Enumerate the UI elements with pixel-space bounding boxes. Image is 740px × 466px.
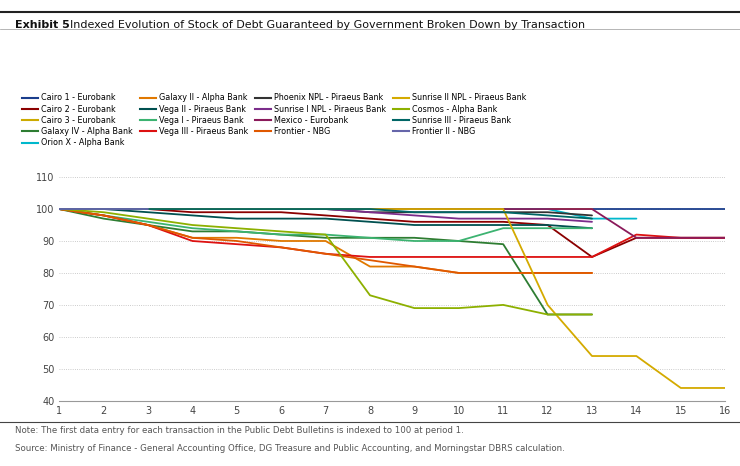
Legend: Cairo 1 - Eurobank, Cairo 2 - Eurobank, Cairo 3 - Eurobank, Galaxy IV - Alpha Ba: Cairo 1 - Eurobank, Cairo 2 - Eurobank, … xyxy=(18,90,529,151)
Text: Note: The first data entry for each transaction in the Public Debt Bulletins is : Note: The first data entry for each tran… xyxy=(15,426,463,435)
Text: Indexed Evolution of Stock of Debt Guaranteed by Government Broken Down by Trans: Indexed Evolution of Stock of Debt Guara… xyxy=(70,20,585,29)
Text: Exhibit 5: Exhibit 5 xyxy=(15,20,70,29)
Text: Source: Ministry of Finance - General Accounting Office, DG Treasure and Public : Source: Ministry of Finance - General Ac… xyxy=(15,444,565,452)
